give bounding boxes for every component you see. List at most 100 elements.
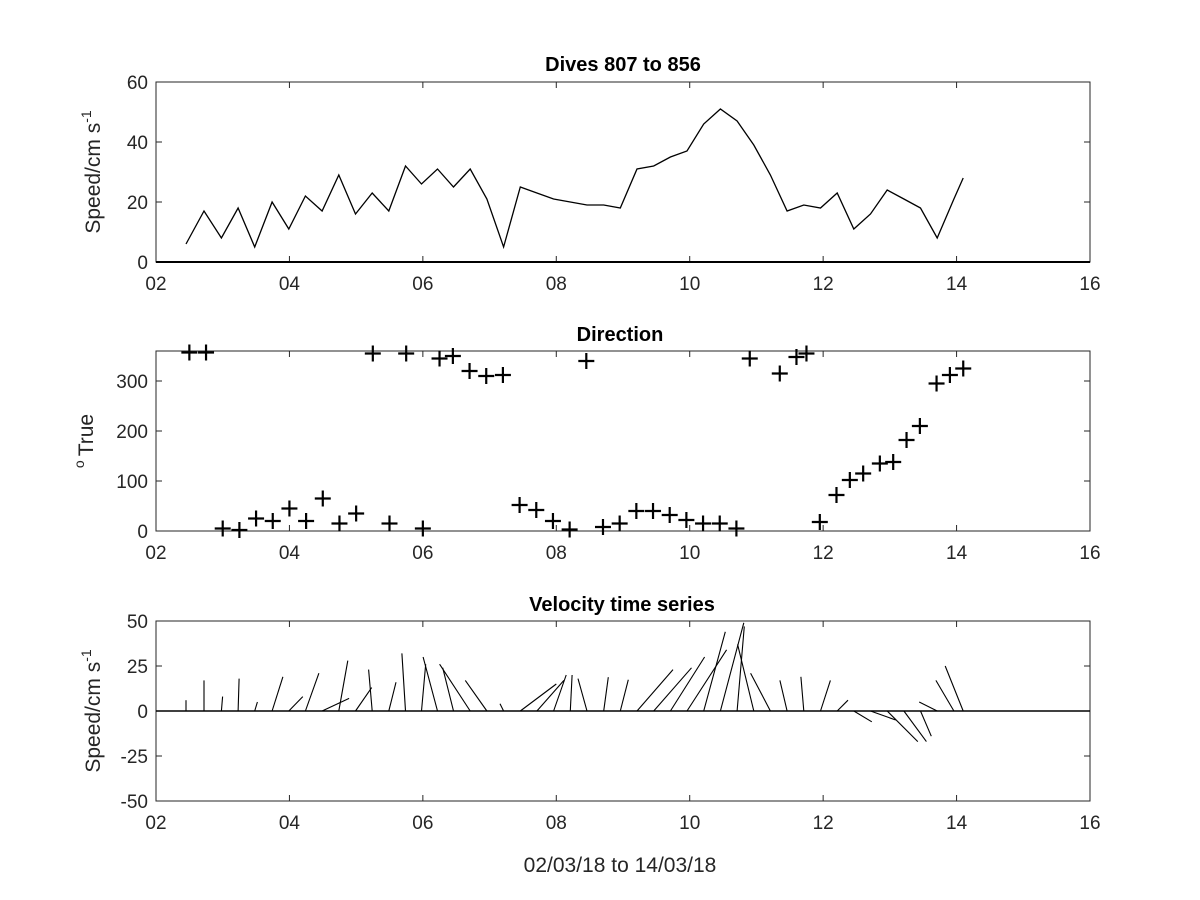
x-axis-label: 02/03/18 to 14/03/18 — [524, 854, 717, 877]
velocity-stick — [288, 696, 304, 712]
velocity-stick — [736, 626, 745, 712]
direction-point — [898, 432, 915, 448]
direction-point — [331, 515, 348, 532]
speed-panel-title: Dives 807 to 856 — [545, 54, 701, 76]
velocity-x-tick-label: 06 — [412, 813, 433, 834]
speed-x-tick-label: 08 — [546, 274, 567, 295]
speed-x-tick-label: 10 — [679, 274, 700, 295]
direction-point — [561, 521, 578, 538]
svg-text:Speed/cm s-1: Speed/cm s-1 — [78, 649, 105, 773]
speed-line — [185, 108, 964, 250]
direction-point — [728, 520, 745, 537]
direction-point — [198, 344, 215, 361]
direction-point — [414, 520, 431, 537]
direction-point — [798, 345, 815, 362]
velocity-stick — [464, 680, 488, 712]
direction-point — [628, 503, 645, 519]
direction-point — [511, 497, 528, 513]
direction-x-tick-label: 02 — [145, 543, 166, 564]
direction-panel: Direction o True 02 04 06 08 10 12 14 16 0 100 200 3… — [71, 324, 1101, 564]
direction-x-tick-label: 12 — [813, 543, 834, 564]
velocity-x-tick-label: 08 — [546, 813, 567, 834]
direction-x-tick-label: 08 — [546, 543, 567, 564]
direction-point — [528, 502, 545, 518]
speed-x-tick-label: 02 — [145, 274, 166, 295]
direction-point — [578, 353, 595, 369]
speed-y-tick-label: 0 — [137, 253, 148, 274]
velocity-x-tick-label: 02 — [145, 813, 166, 834]
direction-axis-ticks: 02 04 06 08 10 12 14 16 0 100 200 300 — [116, 351, 1101, 564]
direction-y-tick-label: 0 — [137, 522, 148, 543]
velocity-stick — [388, 682, 397, 712]
velocity-sticks — [156, 622, 1090, 742]
direction-point — [741, 350, 758, 367]
direction-series — [181, 344, 972, 538]
direction-point — [544, 513, 561, 529]
direction-point — [461, 363, 478, 379]
direction-point — [431, 350, 448, 367]
velocity-y-tick-label: 0 — [137, 702, 148, 723]
direction-point — [911, 418, 928, 434]
speed-x-tick-label: 16 — [1079, 274, 1100, 295]
direction-y-axis-label-degree: o — [71, 460, 87, 468]
direction-point — [214, 520, 231, 537]
direction-point — [811, 514, 828, 530]
velocity-x-tick-label: 04 — [279, 813, 301, 834]
velocity-x-tick-label: 10 — [679, 813, 700, 834]
direction-x-tick-label: 14 — [946, 543, 968, 564]
velocity-stick — [536, 680, 565, 712]
speed-axis-ticks: 02 04 06 08 10 12 14 16 0 20 40 60 — [127, 73, 1101, 295]
direction-point — [928, 375, 945, 392]
velocity-stick — [870, 710, 896, 721]
velocity-stick — [853, 710, 873, 723]
velocity-stick — [919, 710, 932, 737]
velocity-stick — [422, 656, 439, 712]
direction-x-tick-label: 04 — [279, 543, 301, 564]
direction-point — [248, 510, 265, 527]
velocity-stick — [750, 672, 771, 712]
velocity-stick — [355, 687, 373, 712]
velocity-stick — [499, 703, 505, 712]
velocity-stick — [271, 676, 284, 712]
velocity-stick — [619, 679, 629, 712]
direction-plot-area — [155, 350, 1091, 532]
velocity-stick — [819, 680, 831, 712]
direction-y-axis-label: o True — [71, 414, 98, 468]
direction-panel-title: Direction — [577, 324, 664, 346]
direction-point — [594, 519, 611, 535]
velocity-stick — [442, 667, 455, 712]
speed-x-tick-label: 14 — [946, 274, 968, 295]
velocity-stick — [935, 680, 955, 712]
direction-x-tick-label: 06 — [412, 543, 433, 564]
velocity-stick — [669, 656, 706, 712]
direction-point — [828, 487, 845, 503]
direction-point — [855, 465, 872, 482]
velocity-stick — [220, 696, 224, 712]
velocity-y-axis-label: Speed/cm s-1 — [78, 649, 105, 773]
speed-y-axis-label-text: Speed/cm s — [82, 123, 105, 234]
speed-series — [156, 108, 1090, 263]
velocity-stick — [903, 710, 927, 742]
velocity-y-axis-label-text: Speed/cm s — [82, 662, 105, 773]
speed-x-tick-label: 12 — [813, 274, 834, 295]
velocity-x-tick-label: 16 — [1079, 813, 1100, 834]
velocity-stick — [304, 673, 320, 712]
velocity-axis-ticks: 02 04 06 08 10 12 14 16 50 25 0 -25 -50 — [121, 612, 1101, 834]
direction-point — [348, 505, 365, 522]
svg-text:Speed/cm s-1: Speed/cm s-1 — [78, 110, 105, 234]
velocity-stick — [779, 680, 788, 712]
direction-point — [444, 348, 461, 364]
velocity-stick — [636, 669, 674, 712]
direction-point — [478, 368, 495, 384]
velocity-stick — [420, 664, 427, 712]
speed-y-tick-label: 40 — [127, 133, 148, 154]
direction-point — [611, 515, 628, 532]
direction-point — [381, 515, 398, 532]
velocity-stick — [338, 660, 349, 712]
velocity-x-tick-label: 12 — [813, 813, 834, 834]
velocity-stick — [439, 663, 471, 712]
velocity-stick — [569, 674, 573, 712]
direction-point — [788, 349, 805, 365]
direction-point — [871, 455, 888, 472]
svg-text:oTrue: o True — [71, 414, 98, 468]
